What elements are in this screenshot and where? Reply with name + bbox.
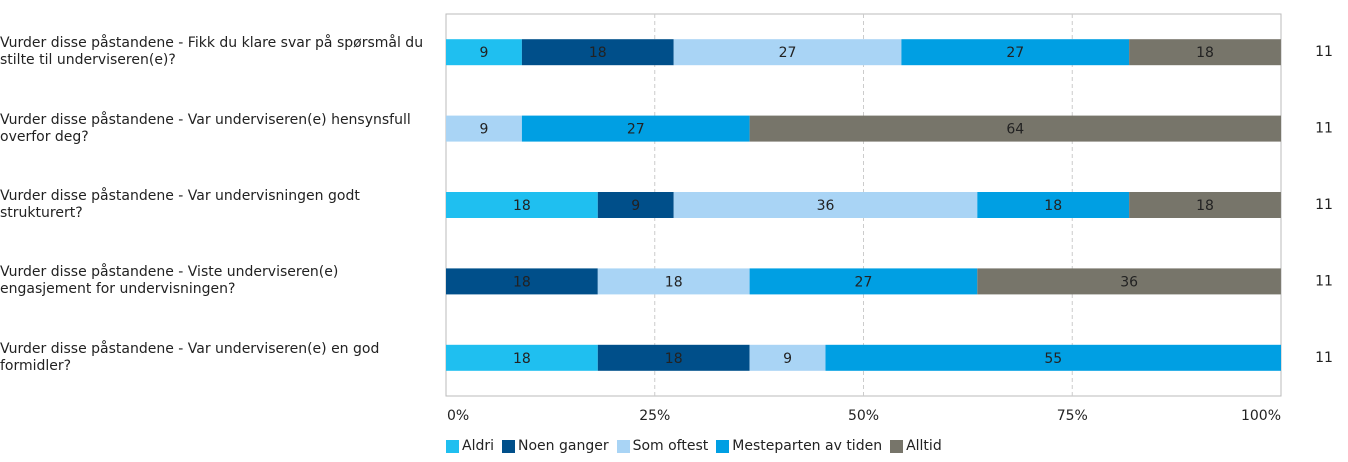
- bar-segment: [673, 39, 902, 66]
- bar-segment: [597, 192, 674, 218]
- value-label: 27: [1006, 45, 1024, 61]
- bar-segment: [1129, 192, 1281, 218]
- value-label: 9: [783, 351, 792, 367]
- category-label: Vurder disse påstandene - Viste undervis…: [0, 264, 339, 298]
- bar-segment: [521, 39, 674, 66]
- legend-label: Noen ganger: [518, 438, 609, 454]
- n-label: 11: [1315, 350, 1333, 366]
- legend-swatch: [616, 439, 630, 453]
- value-label: 9: [631, 198, 640, 214]
- bar-segment: [901, 39, 1130, 66]
- category-label: Vurder disse påstandene - Var underviser…: [0, 340, 380, 374]
- bar-segment: [597, 268, 750, 295]
- bar-segment: [673, 192, 978, 218]
- value-label: 18: [665, 351, 683, 367]
- legend-item: Noen ganger: [502, 438, 609, 454]
- value-label: 27: [855, 274, 873, 290]
- legend: Aldri Noen ganger Som oftest Mesteparten av…: [446, 438, 942, 454]
- bar-segment: [597, 344, 750, 371]
- value-label: 18: [1196, 45, 1214, 61]
- legend-item: Mesteparten av tiden: [716, 438, 882, 454]
- legend-label: Aldri: [462, 438, 494, 454]
- category-label: Vurder disse påstandene - Var undervisni…: [0, 188, 360, 221]
- x-tick-label: 25%: [639, 408, 670, 424]
- bar-segment: [446, 192, 598, 218]
- value-label: 18: [1044, 198, 1062, 214]
- bar-segment: [749, 344, 826, 371]
- value-label: 9: [479, 45, 488, 61]
- legend-item: Som oftest: [616, 438, 709, 454]
- legend-swatch: [890, 439, 904, 453]
- value-label: 18: [589, 45, 607, 61]
- value-label: 18: [513, 274, 531, 290]
- value-label: 36: [817, 198, 835, 214]
- category-label: Vurder disse påstandene - Var underviser…: [0, 111, 411, 145]
- value-label: 18: [665, 274, 683, 290]
- value-label: 18: [1196, 198, 1214, 214]
- x-tick-label: 50%: [848, 408, 879, 424]
- legend-label: Mesteparten av tiden: [732, 438, 883, 454]
- legend-item: Alltid: [890, 438, 942, 454]
- value-label: 27: [779, 45, 797, 61]
- legend-label: Alltid: [906, 438, 942, 454]
- legend-swatch: [446, 439, 459, 453]
- value-label: 55: [1044, 351, 1062, 367]
- x-tick-label: 75%: [1057, 408, 1088, 424]
- value-label: 27: [627, 122, 645, 138]
- n-label: 11: [1315, 121, 1333, 137]
- bar-segment: [749, 268, 978, 295]
- legend-item: Aldri: [446, 438, 494, 454]
- x-tick-label: 0%: [447, 408, 469, 424]
- value-label: 36: [1120, 274, 1138, 290]
- n-label: 11: [1315, 197, 1333, 213]
- category-label: Vurder disse påstandene - Fikk du klare …: [0, 35, 424, 69]
- bar-segment: [446, 344, 598, 371]
- n-label: 11: [1315, 44, 1333, 60]
- x-tick-label: 100%: [1241, 408, 1281, 424]
- bar-segment: [825, 344, 1281, 371]
- legend-swatch: [502, 439, 515, 453]
- bar-segment: [446, 115, 522, 142]
- bar-segment: [446, 268, 598, 295]
- legend-label: Som oftest: [632, 438, 709, 454]
- legend-swatch: [716, 439, 730, 453]
- bar-segment: [521, 115, 750, 142]
- value-label: 9: [479, 122, 488, 138]
- bar-segment: [977, 268, 1281, 295]
- bar-segment: [1129, 39, 1281, 66]
- bar-segment: [977, 192, 1130, 218]
- bar-segment: [446, 39, 522, 66]
- value-label: 64: [1006, 122, 1024, 138]
- value-label: 18: [513, 198, 531, 214]
- n-label: 11: [1315, 273, 1333, 289]
- bar-segment: [749, 115, 1281, 142]
- value-label: 18: [513, 351, 531, 367]
